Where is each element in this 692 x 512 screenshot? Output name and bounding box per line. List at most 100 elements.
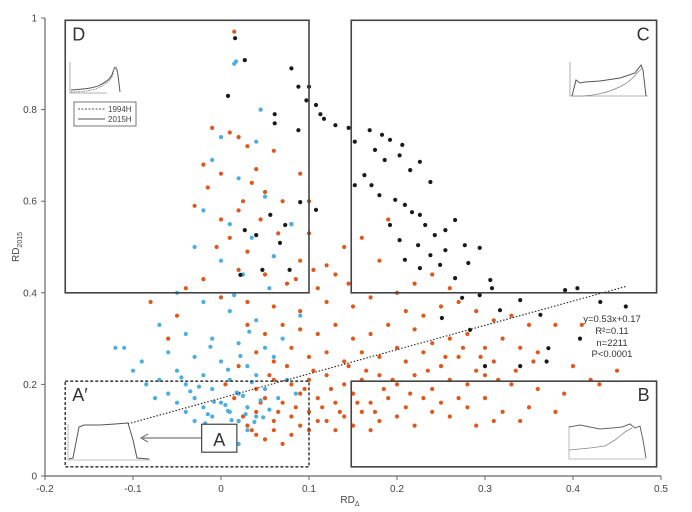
data-point [287, 267, 292, 272]
data-point [245, 144, 250, 149]
data-point [467, 327, 473, 332]
data-point [298, 391, 303, 396]
data-point [313, 102, 319, 108]
y-tick-label: 0.6 [23, 197, 37, 208]
data-point [315, 331, 320, 337]
data-point [544, 359, 549, 364]
data-point [236, 135, 241, 140]
data-point [201, 162, 206, 167]
data-point [417, 212, 422, 217]
data-point [201, 299, 206, 305]
data-point [254, 414, 259, 419]
data-point [364, 368, 369, 373]
data-point [192, 244, 197, 250]
data-point [306, 409, 312, 414]
data-point [488, 277, 493, 283]
data-point [409, 210, 415, 215]
data-point [397, 153, 402, 158]
data-point [289, 222, 294, 227]
data-point [174, 400, 180, 405]
data-point [372, 147, 378, 152]
data-point [430, 409, 435, 414]
data-point [359, 409, 364, 414]
data-point [447, 286, 452, 291]
data-point [166, 391, 171, 396]
data-point [333, 428, 338, 433]
data-point [254, 318, 259, 323]
data-point [276, 409, 281, 414]
data-point [400, 142, 405, 147]
data-point [280, 336, 285, 341]
data-point [272, 112, 277, 117]
data-point [412, 423, 417, 428]
data-point [289, 382, 294, 387]
data-point [304, 98, 309, 103]
data-point [238, 353, 243, 359]
arrow-a-to-a-prime [139, 433, 201, 443]
data-point [397, 238, 402, 243]
data-point [236, 267, 241, 272]
data-point [210, 336, 215, 341]
data-point [210, 414, 215, 419]
regression-equation: y=0.53x+0.17 [583, 314, 641, 325]
data-point [342, 244, 347, 250]
data-point [614, 368, 620, 373]
region-c-box [350, 19, 658, 294]
data-point [403, 405, 408, 410]
data-point [387, 222, 393, 228]
data-point [218, 295, 224, 300]
data-point [482, 345, 488, 350]
inset-c-profile [569, 62, 648, 97]
data-point [267, 373, 272, 378]
data-point [113, 345, 118, 350]
x-tick-label: 0 [218, 484, 224, 495]
data-point [245, 322, 250, 327]
data-point [333, 322, 338, 327]
data-point [408, 168, 413, 173]
data-point [227, 222, 232, 227]
data-point [293, 391, 298, 396]
data-point [262, 345, 268, 350]
data-point [342, 414, 347, 419]
data-point [262, 272, 268, 277]
data-point [518, 418, 523, 424]
data-point [227, 309, 232, 314]
data-point [491, 318, 496, 323]
data-point [403, 359, 408, 364]
data-point [205, 412, 210, 417]
data-point [368, 400, 373, 405]
data-point [453, 276, 458, 281]
data-point [417, 159, 422, 164]
data-point [377, 258, 382, 263]
data-point [482, 396, 488, 401]
data-point [254, 233, 259, 238]
data-point [333, 400, 338, 405]
data-point [315, 286, 320, 291]
x-axis-label: RDΔ [340, 495, 359, 508]
legend: 1994H 2015H [73, 101, 137, 127]
data-point [497, 308, 503, 313]
data-point [218, 217, 224, 222]
data-point [271, 359, 276, 364]
data-point [148, 299, 153, 305]
data-point [474, 368, 479, 373]
data-point [518, 345, 523, 350]
data-point [324, 263, 329, 268]
data-point [205, 185, 210, 190]
data-point [245, 249, 250, 254]
data-point [192, 418, 197, 424]
data-point [482, 364, 488, 369]
data-point [535, 350, 540, 355]
data-point [229, 418, 234, 423]
data-point [416, 243, 421, 248]
data-point [232, 396, 237, 401]
data-point [218, 135, 224, 140]
data-point [456, 299, 461, 305]
data-point [238, 272, 243, 277]
data-point [337, 409, 342, 414]
data-point [139, 359, 144, 364]
data-point [402, 257, 407, 262]
data-point [456, 396, 461, 401]
data-point [381, 386, 386, 392]
